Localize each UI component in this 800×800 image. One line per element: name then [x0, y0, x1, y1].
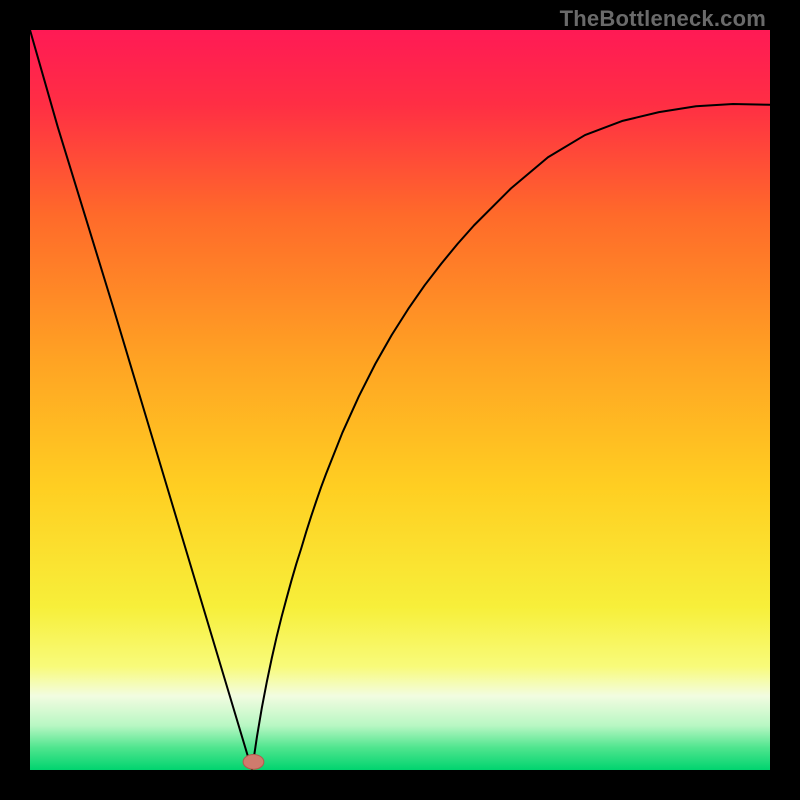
chart-svg	[30, 30, 770, 770]
plot-area	[30, 30, 770, 770]
watermark-text: TheBottleneck.com	[560, 6, 766, 32]
chart-frame: TheBottleneck.com	[0, 0, 800, 800]
minimum-marker	[243, 754, 264, 769]
